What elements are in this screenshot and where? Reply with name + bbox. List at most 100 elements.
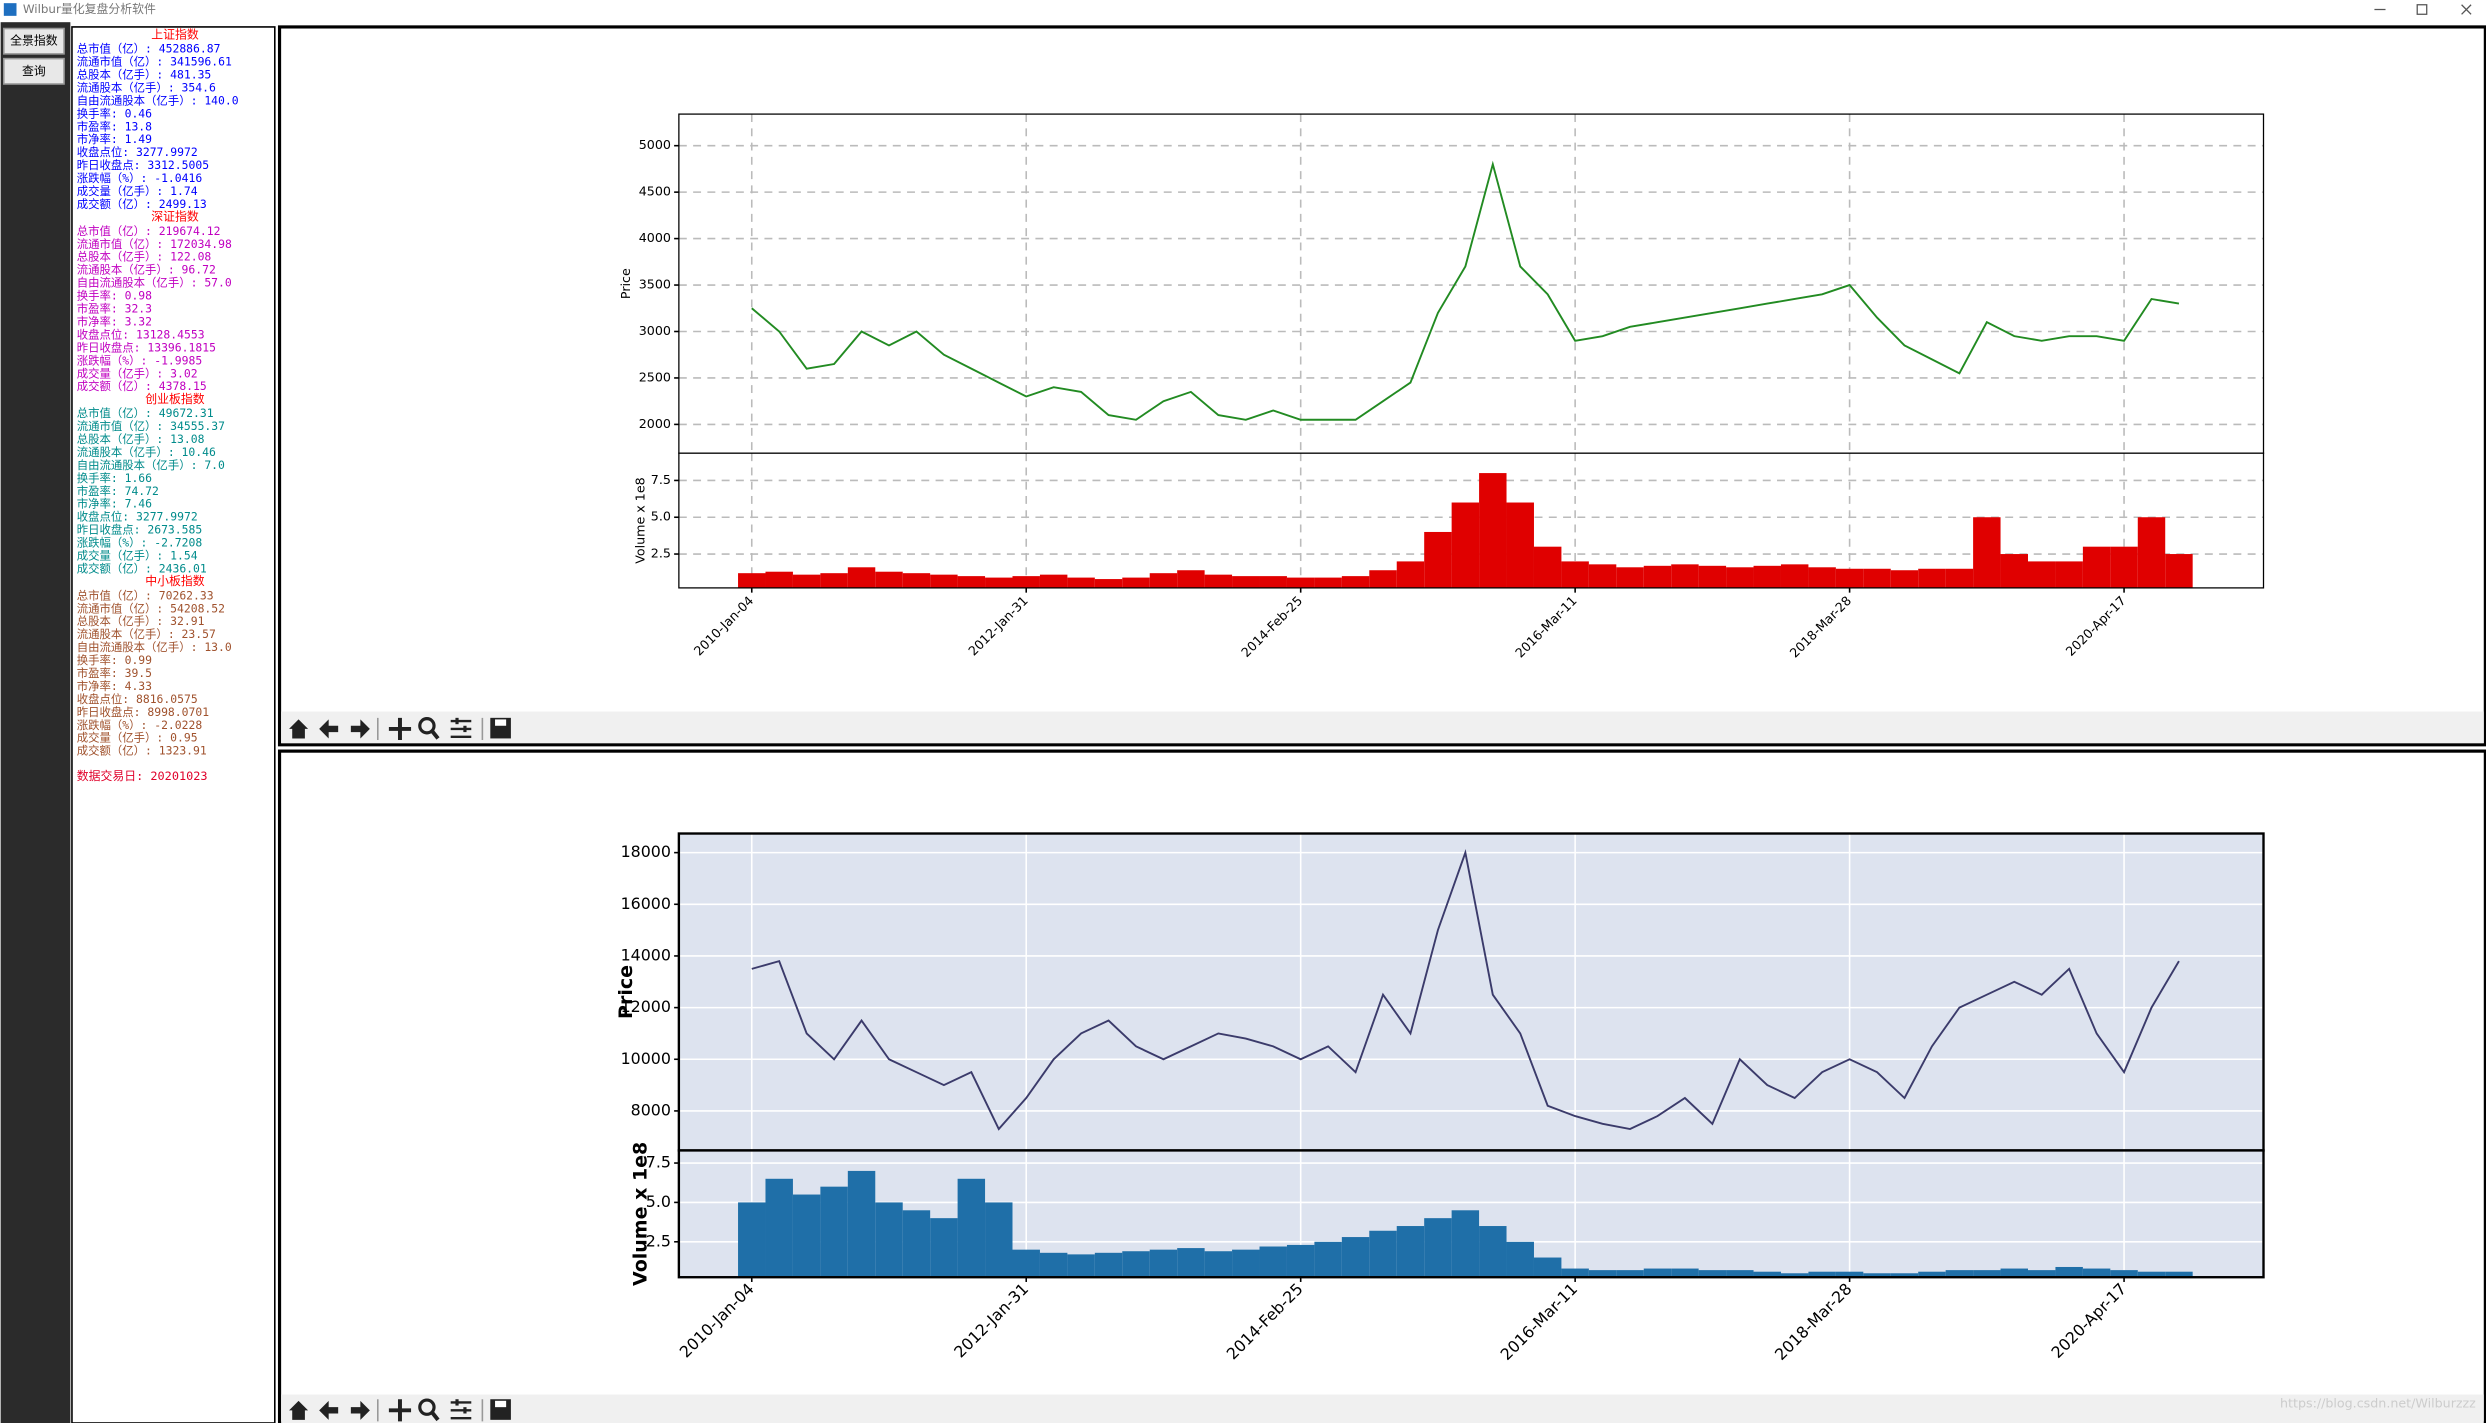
info-line: 昨日收盘点: 2673.585 [77, 523, 203, 537]
nav-button[interactable] [3, 57, 65, 85]
volume-bar [1286, 577, 1315, 588]
nav-button-label[interactable]: 查询 [22, 64, 46, 78]
volume-bar [1177, 1248, 1205, 1278]
volume-bar [957, 1178, 986, 1278]
volume-bar [1204, 1251, 1233, 1278]
y-tick-label: 5.0 [651, 509, 671, 524]
volume-bar [1561, 561, 1589, 588]
info-line: 收盘点位: 3277.9972 [77, 510, 198, 524]
info-line: 收盘点位: 8816.0575 [77, 692, 198, 706]
info-line: 收盘点位: 13128.4553 [77, 327, 205, 341]
volume-bar [738, 573, 766, 588]
y-tick-label: 18000 [621, 842, 671, 861]
volume-bar [1286, 1244, 1315, 1278]
volume-bar [1533, 546, 1562, 588]
toolbar[interactable] [281, 1394, 2484, 1423]
axes-frame [678, 452, 2265, 589]
y-tick-label: 3000 [639, 323, 671, 338]
window-title: Wilbur量化复盘分析软件 [23, 2, 156, 16]
y-tick-label: 7.5 [651, 472, 671, 487]
volume-bar [1918, 1271, 1946, 1278]
nav-button-label[interactable]: 全景指数 [10, 34, 58, 48]
volume-bar [1177, 570, 1205, 588]
volume-bar [1122, 577, 1150, 588]
nav-button[interactable] [3, 27, 65, 55]
volume-bar [1094, 1252, 1123, 1278]
volume-bar [1698, 565, 1727, 588]
volume-bar [1451, 1210, 1480, 1278]
volume-bar [1314, 577, 1342, 588]
volume-bar [1341, 576, 1370, 588]
volume-bar [902, 1210, 931, 1278]
window-controls[interactable] [2374, 4, 2472, 15]
volume-bar [1122, 1251, 1150, 1278]
volume-bar [1588, 1270, 1617, 1278]
info-line: 成交量（亿手）: 1.54 [77, 549, 198, 563]
volume-bar [2055, 561, 2083, 588]
volume-bar [1314, 1241, 1342, 1278]
volume-bar [1808, 567, 1836, 588]
y-tick-label: 2000 [639, 416, 671, 431]
y-tick-label: 3500 [639, 277, 671, 292]
volume-bar [1506, 1241, 1534, 1278]
info-line: 市净率: 3.32 [77, 314, 152, 328]
volume-bar [985, 577, 1013, 588]
info-line: 总市值（亿）: 49672.31 [77, 406, 214, 420]
volume-bar [1643, 1268, 1672, 1278]
info-line: 总股本（亿手）: 13.08 [77, 432, 205, 446]
y-tick-label: 2.5 [651, 546, 671, 561]
volume-bar [1451, 502, 1480, 588]
info-line: 总市值（亿）: 452886.87 [77, 42, 221, 56]
info-line: 自由流通股本（亿手）: 13.0 [77, 640, 232, 654]
volume-bar [792, 574, 821, 588]
info-line: 流通市值（亿）: 341596.61 [77, 55, 232, 69]
y-tick-label: 5000 [639, 137, 671, 152]
volume-bar [1671, 564, 1699, 588]
volume-bar [1424, 1218, 1452, 1278]
volume-bar [1753, 1271, 1781, 1278]
volume-bar [2165, 554, 2193, 588]
volume-bar [1396, 1226, 1425, 1278]
info-line: 成交额（亿）: 4378.15 [77, 379, 207, 393]
volume-bar [1561, 1268, 1589, 1278]
volume-bar [2137, 1271, 2166, 1278]
volume-bar [1753, 565, 1781, 588]
y-tick-label: 12000 [621, 997, 671, 1016]
volume-bar [1533, 1257, 1562, 1278]
volume-bar [1094, 579, 1123, 588]
volume-bar [1369, 570, 1397, 588]
info-line: 流通股本（亿手）: 23.57 [77, 627, 216, 641]
volume-bar [1067, 1254, 1095, 1278]
info-line: 自由流通股本（亿手）: 57.0 [77, 276, 232, 290]
volume-bar [1067, 577, 1095, 588]
volume-bar [738, 1202, 766, 1278]
info-line: 自由流通股本（亿手）: 7.0 [77, 458, 225, 472]
info-line: 换手率: 1.66 [77, 471, 152, 485]
volume-bar [2055, 1266, 2083, 1278]
toolbar[interactable] [281, 711, 2484, 744]
volume-bar [1835, 1271, 1864, 1278]
info-line: 成交量（亿手）: 0.95 [77, 731, 198, 745]
y-tick-label: 10000 [621, 1049, 671, 1068]
info-line: 成交量（亿手）: 3.02 [77, 366, 198, 380]
volume-bar [1232, 1249, 1260, 1278]
volume-bar [875, 571, 903, 588]
volume-bar [820, 573, 848, 588]
info-line: 涨跌幅（%）: -2.7208 [77, 536, 203, 550]
info-line: 昨日收盘点: 8998.0701 [77, 705, 210, 719]
section-title: 深证指数 [151, 210, 199, 224]
volume-bar [2165, 1271, 2193, 1278]
info-line: 流通股本（亿手）: 354.6 [77, 80, 216, 94]
volume-bar [820, 1186, 848, 1278]
volume-bar [1616, 1270, 1644, 1278]
section-title: 上证指数 [151, 27, 199, 41]
volume-bar [1863, 1273, 1891, 1278]
info-line: 市盈率: 13.8 [77, 119, 152, 133]
volume-bar [1780, 564, 1809, 588]
info-line: 市盈率: 74.72 [77, 484, 159, 498]
info-line: 涨跌幅（%）: -1.0416 [77, 171, 203, 185]
plot-area [678, 114, 2264, 454]
volume-bar [902, 573, 931, 588]
